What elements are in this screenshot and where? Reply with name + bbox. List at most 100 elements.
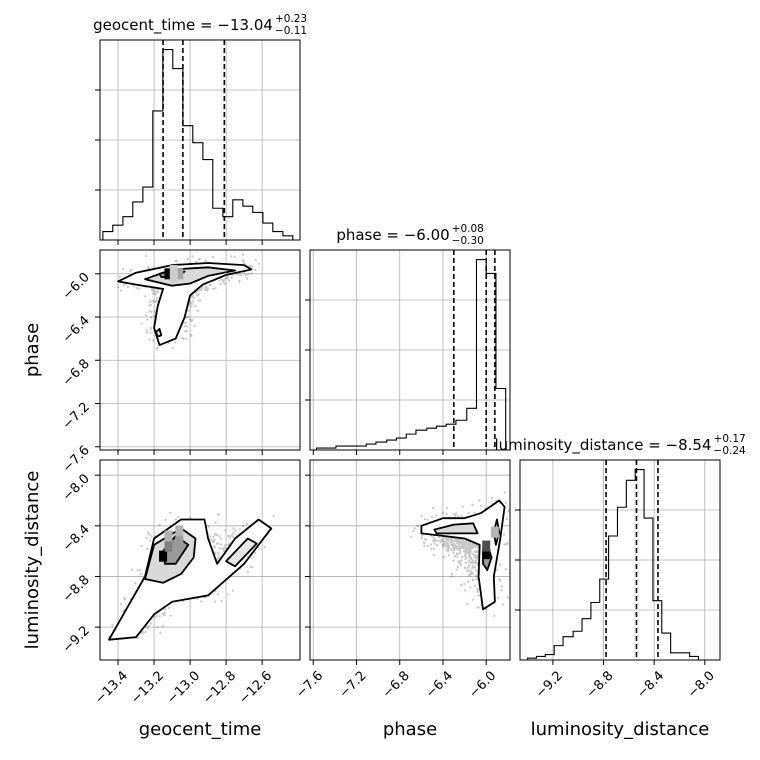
scatter-point [469, 546, 472, 549]
scatter-point [197, 293, 200, 296]
scatter-point [455, 512, 458, 515]
scatter-point [217, 513, 220, 517]
scatter-point [246, 272, 250, 276]
scatter-point [195, 292, 198, 295]
scatter-point [233, 255, 236, 258]
scatter-point [197, 258, 200, 261]
scatter-point [465, 556, 468, 559]
panel-frame [99, 39, 301, 241]
scatter-point [190, 302, 193, 305]
scatter-point [149, 303, 152, 306]
scatter-point [130, 268, 133, 271]
scatter-point [453, 543, 456, 547]
scatter-point [450, 548, 453, 552]
scatter-point [426, 518, 429, 521]
scatter-point [459, 545, 462, 548]
scatter-point [433, 538, 436, 541]
scatter-point [132, 285, 135, 288]
scatter-point [467, 548, 470, 552]
scatter-point [460, 538, 463, 541]
scatter-point [216, 557, 219, 560]
scatter-point [475, 559, 478, 562]
scatter-point [468, 564, 471, 567]
scatter-point [218, 279, 221, 282]
scatter-point [217, 542, 220, 545]
scatter-point [445, 513, 448, 516]
scatter-point [460, 546, 463, 549]
scatter-point [217, 555, 220, 558]
scatter-point [476, 590, 479, 593]
scatter-point [467, 542, 470, 546]
scatter-point [232, 531, 235, 535]
scatter-point [429, 543, 432, 546]
scatter-point [425, 538, 428, 542]
scatter-point [471, 562, 474, 565]
scatter-point [245, 522, 248, 526]
scatter-point [139, 573, 142, 576]
title-median: −6.00 [404, 226, 450, 244]
density-cell [490, 526, 499, 538]
scatter-point [462, 543, 465, 547]
scatter-point [468, 555, 471, 559]
scatter-point [155, 300, 158, 303]
x-tick-label: −13.4 [92, 668, 131, 707]
scatter-point [138, 287, 141, 290]
scatter-point [148, 533, 151, 536]
scatter-point [431, 540, 435, 543]
scatter-point [477, 606, 480, 609]
scatter-point [444, 536, 447, 539]
scatter-point [447, 544, 450, 547]
scatter-point [184, 321, 187, 324]
scatter-point [467, 543, 470, 547]
scatter-point [490, 496, 493, 499]
scatter-point [450, 543, 453, 547]
x-tick-label: −6.8 [380, 668, 413, 701]
scatter-point [458, 538, 461, 541]
scatter-point [120, 603, 123, 606]
y-tick-label: −7.6 [60, 443, 93, 476]
scatter-point [472, 578, 475, 581]
scatter-point [464, 554, 467, 557]
scatter-point [210, 538, 213, 541]
scatter-point [150, 535, 153, 538]
x-tick-label: −8.0 [685, 668, 718, 701]
scatter-point [453, 543, 456, 546]
scatter-point [224, 277, 228, 280]
scatter-point [461, 541, 464, 544]
scatter-point [472, 543, 475, 546]
scatter-point [470, 567, 473, 570]
scatter-point [470, 571, 473, 574]
scatter-point [465, 549, 468, 552]
scatter-point [505, 543, 508, 546]
scatter-point [455, 547, 458, 550]
scatter-point [442, 539, 445, 542]
scatter-point [249, 264, 253, 267]
scatter-point [148, 539, 152, 542]
scatter-point [423, 541, 426, 545]
scatter-point [473, 556, 476, 559]
title-label: geocent_time [93, 16, 195, 35]
scatter-point [470, 557, 473, 561]
scatter-point [442, 556, 445, 559]
contour-level-1 [117, 262, 253, 347]
x-tick-label: −12.8 [200, 668, 239, 707]
scatter-point [474, 559, 477, 562]
scatter-point [454, 514, 457, 517]
scatter-point [222, 548, 225, 551]
scatter-point [222, 549, 226, 553]
scatter-point [469, 570, 472, 573]
scatter-point [423, 518, 426, 521]
scatter-point [456, 538, 459, 541]
scatter-point [477, 588, 480, 591]
y-tick-label: −6.0 [60, 270, 93, 303]
scatter-point [477, 594, 480, 597]
scatter-point [436, 543, 439, 547]
title-plus: +0.23 [275, 13, 307, 25]
scatter-point [460, 541, 463, 544]
panel-frame [519, 459, 721, 661]
scatter-point [145, 537, 148, 540]
scatter-point [413, 527, 416, 530]
scatter-point [150, 310, 153, 313]
scatter-point [119, 289, 123, 292]
scatter-point [161, 625, 164, 628]
